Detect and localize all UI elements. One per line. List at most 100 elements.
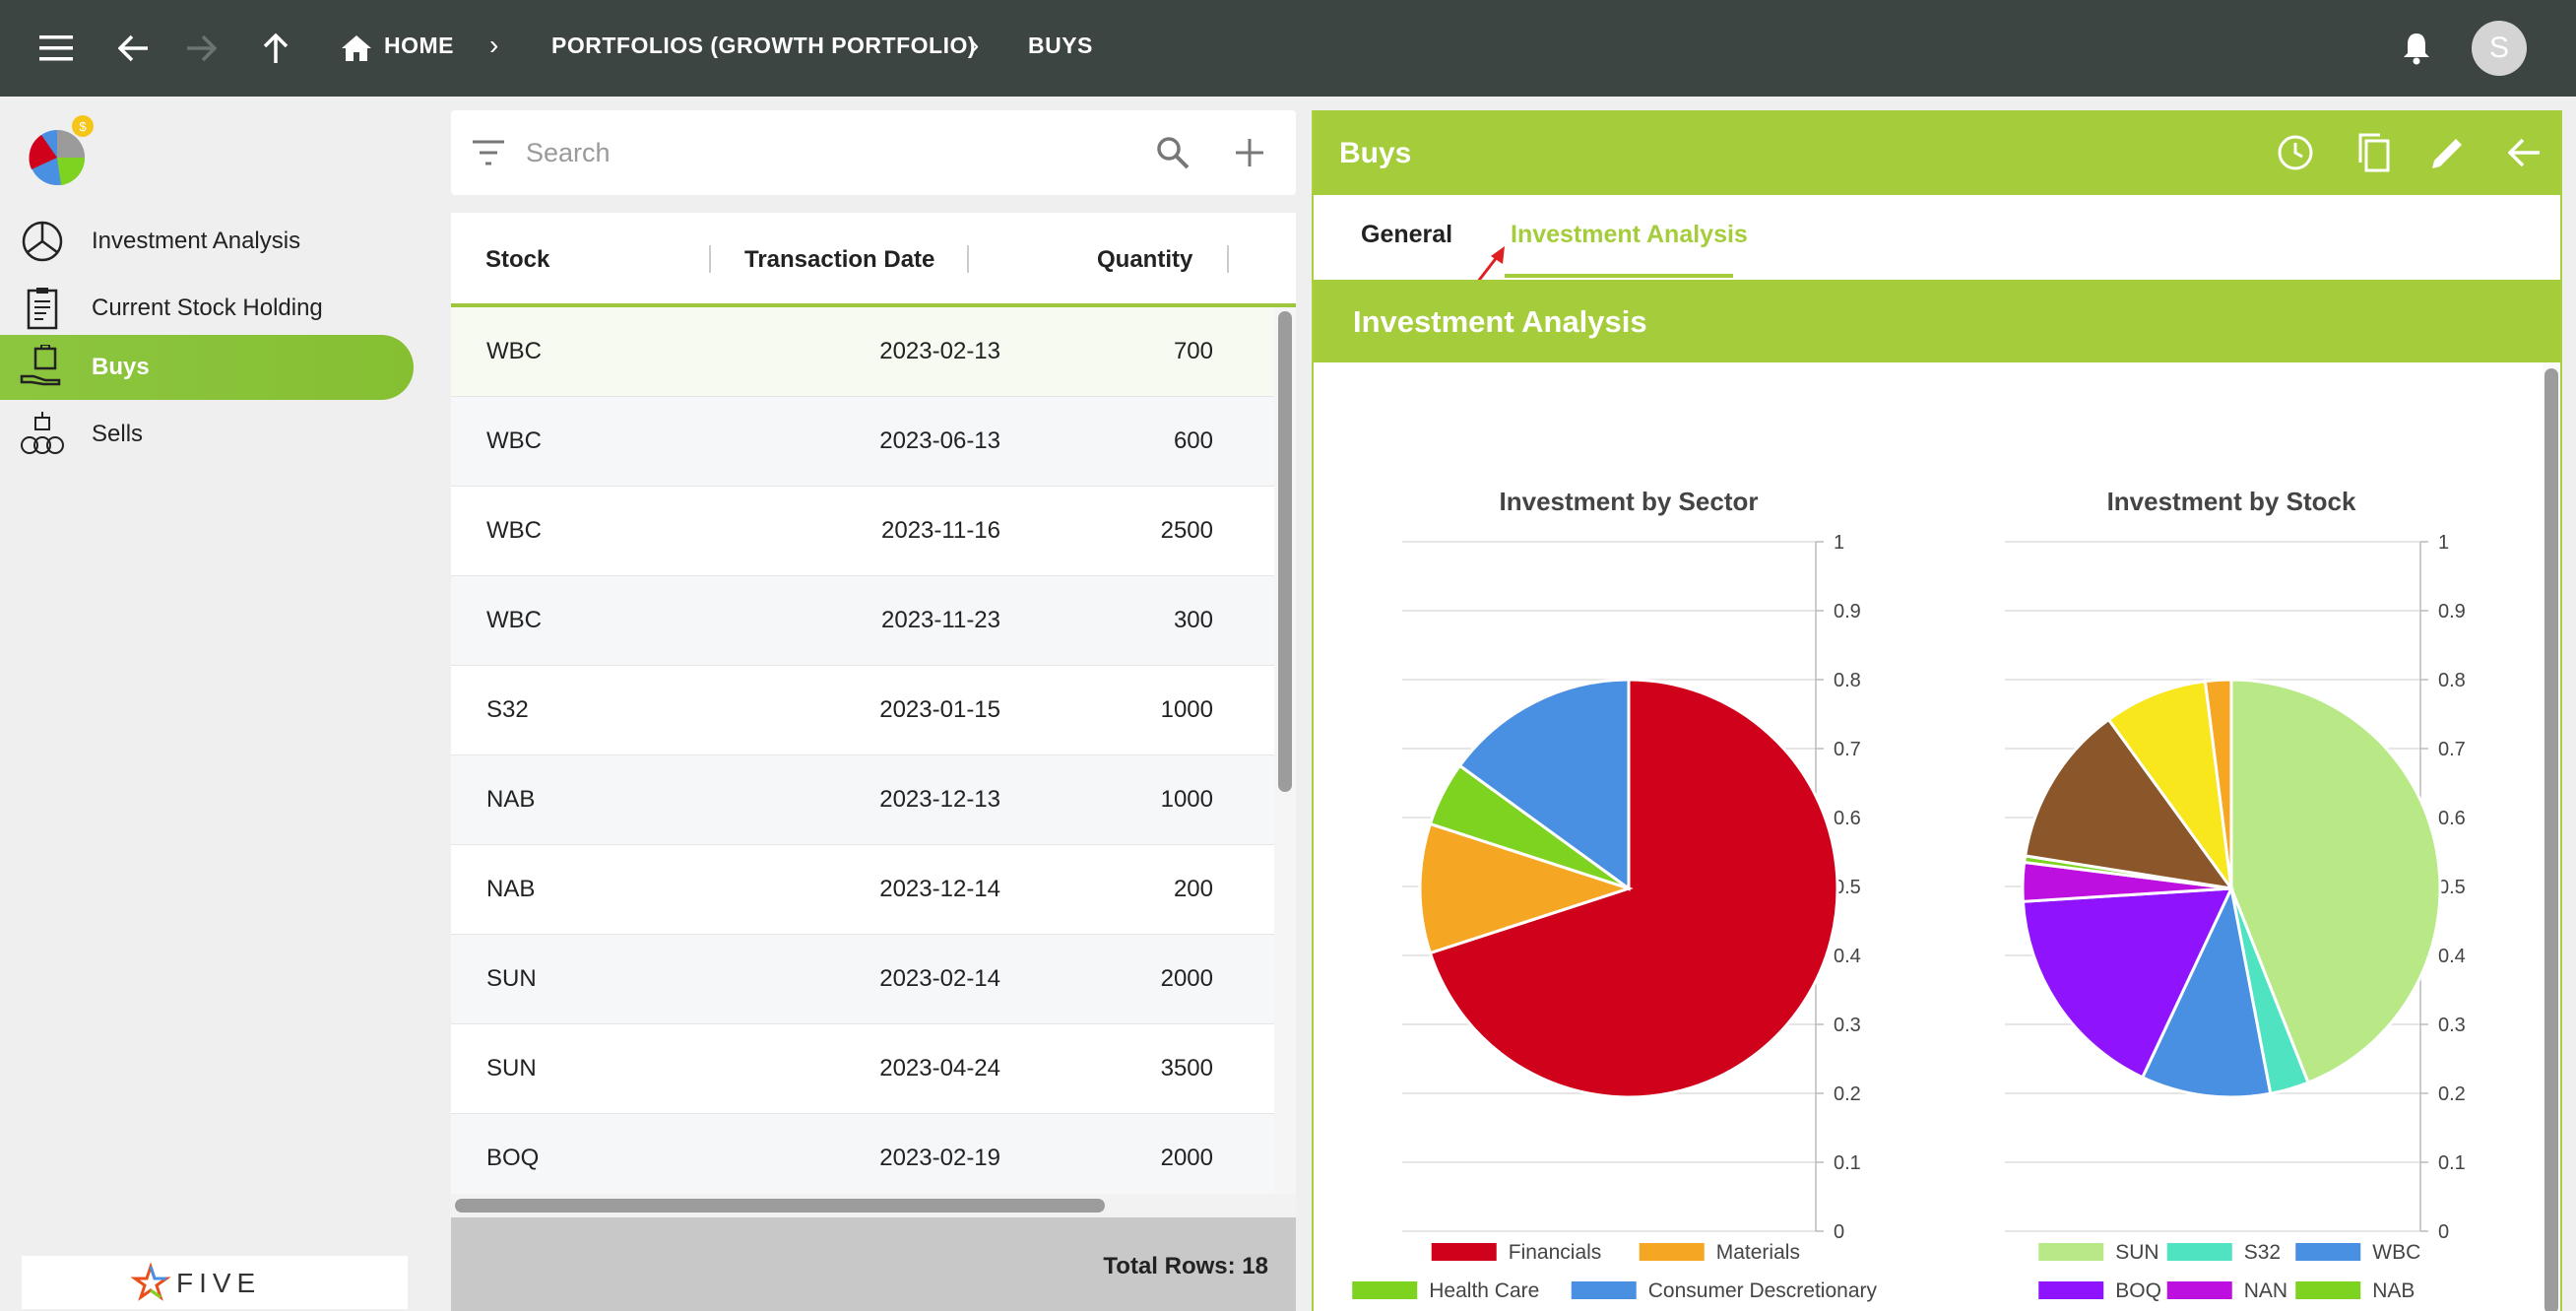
legend-swatch[interactable] [1352,1281,1418,1299]
search-input[interactable] [526,130,1097,175]
column-divider[interactable] [1227,245,1229,273]
legend-swatch[interactable] [2166,1243,2232,1261]
table-row[interactable]: NAB 2023-12-13 1000 [451,755,1274,845]
legend-swatch[interactable] [2166,1281,2232,1299]
sidebar-item-investment-analysis[interactable]: Investment Analysis [0,209,414,274]
cell-transaction-date: 2023-01-15 [879,696,1000,723]
history-icon[interactable] [2272,129,2319,176]
table-row[interactable]: SUN 2023-02-14 2000 [451,935,1274,1024]
legend-swatch[interactable] [2038,1281,2104,1299]
detail-scrollbar-thumb[interactable] [2544,368,2558,1311]
tick-label: 0.5 [1834,877,1861,898]
record-list: Stock Transaction Date Quantity WBC 2023-… [451,213,1296,1311]
table-row[interactable]: WBC 2023-11-23 300 [451,576,1274,666]
legend-item[interactable]: Consumer Descretionary [1648,1279,1878,1302]
chevron-right-icon: › [970,30,980,60]
active-tab-indicator [1505,274,1733,278]
pie-slice-materials[interactable] [1418,821,1634,955]
bell-icon[interactable] [2393,25,2440,72]
pie-slice-fmg[interactable] [2106,679,2233,889]
table-row[interactable]: BOQ 2023-02-19 2000 [451,1114,1274,1204]
cell-quantity: 200 [1173,876,1213,902]
sidebar-item-label: Investment Analysis [92,228,301,254]
sidebar-item-label: Sells [92,421,144,447]
pie-slice-boq[interactable] [2021,886,2234,1080]
pie-slice-csl[interactable] [2203,678,2233,889]
section-header: Investment Analysis [1314,280,2560,362]
table-row[interactable]: NAB 2023-12-14 200 [451,845,1274,935]
legend-item[interactable]: BOQ [2115,1279,2161,1302]
horizontal-scrollbar-thumb[interactable] [455,1199,1105,1213]
menu-icon[interactable] [32,25,80,72]
pie-slice-sun[interactable] [2229,678,2442,1085]
legend-swatch[interactable] [1571,1281,1637,1299]
table-row[interactable]: WBC 2023-11-16 2500 [451,487,1274,576]
search-icon[interactable] [1156,136,1190,169]
table-row[interactable]: S32 2023-01-15 1000 [451,666,1274,755]
cell-quantity: 600 [1173,427,1213,454]
breadcrumb-buys: BUYS [1028,33,1093,58]
add-icon[interactable] [1235,138,1264,167]
column-divider[interactable] [709,245,711,273]
vertical-scrollbar-thumb[interactable] [1278,311,1292,792]
legend-swatch[interactable] [1431,1243,1497,1261]
chart-title: Investment by Stock [2107,487,2356,516]
edit-pencil-icon[interactable] [2424,129,2472,176]
legend-item[interactable]: NAN [2244,1279,2287,1302]
pie-slice-financials[interactable] [1428,678,1839,1099]
app-logo: $ [22,108,106,193]
clipboard-chart-icon [27,288,58,330]
back-arrow-icon[interactable] [2501,129,2548,176]
pie-slice-tah[interactable] [2023,717,2235,891]
legend-item[interactable]: Financials [1509,1241,1602,1264]
forward-arrow-icon[interactable] [177,25,225,72]
legend-item[interactable]: NAB [2372,1279,2415,1302]
column-header-transaction-date[interactable]: Transaction Date [744,246,935,273]
avatar[interactable]: S [2472,21,2527,76]
coins-icon [21,412,64,454]
sidebar: $ Investment Analysis Current Stock Hold… [0,97,433,1311]
home-icon[interactable] [333,25,380,72]
cell-transaction-date: 2023-02-19 [879,1145,1000,1171]
cell-quantity: 2500 [1160,517,1213,544]
breadcrumb-home[interactable]: HOME [384,33,454,58]
pie-slice-consumer-descretionary[interactable] [1457,678,1631,891]
cell-transaction-date: 2023-04-24 [879,1055,1000,1082]
legend-swatch[interactable] [2295,1243,2361,1261]
legend-item[interactable]: SUN [2115,1241,2158,1264]
tick-label: 0.5 [2438,877,2466,898]
table-row[interactable]: WBC 2023-02-13 700 [451,307,1274,397]
legend-item[interactable]: WBC [2372,1241,2420,1264]
legend-item[interactable]: Health Care [1429,1279,1539,1302]
cell-stock: NAB [486,786,536,813]
breadcrumb-portfolios[interactable]: PORTFOLIOS (GROWTH PORTFOLIO) [551,33,977,58]
sidebar-item-label: Buys [92,354,150,380]
tab-investment-analysis[interactable]: Investment Analysis [1511,221,1748,248]
legend-swatch[interactable] [2038,1243,2104,1261]
column-divider[interactable] [967,245,969,273]
column-header-stock[interactable]: Stock [485,246,550,273]
tab-general[interactable]: General [1361,221,1453,248]
list-footer: Total Rows: 18 [451,1217,1296,1311]
pie-slice-wbc[interactable] [2140,884,2273,1099]
tick-label: 0.9 [1834,601,1861,623]
legend-swatch[interactable] [1639,1243,1705,1261]
cell-transaction-date: 2023-02-14 [879,965,1000,992]
tick-label: 0.4 [1834,946,1861,967]
legend-item[interactable]: S32 [2244,1241,2281,1264]
table-row[interactable]: SUN 2023-04-24 3500 [451,1024,1274,1114]
filter-icon[interactable] [473,140,504,165]
sidebar-item-current-stock-holding[interactable]: Current Stock Holding [0,276,414,341]
table-row[interactable]: WBC 2023-06-13 600 [451,397,1274,487]
copy-icon[interactable] [2350,129,2397,176]
column-header-quantity[interactable]: Quantity [1097,246,1193,273]
sidebar-item-buys[interactable]: Buys [0,335,414,400]
cell-quantity: 2000 [1160,1145,1213,1171]
back-arrow-icon[interactable] [110,25,158,72]
up-arrow-icon[interactable] [252,25,299,72]
top-bar: HOME › PORTFOLIOS (GROWTH PORTFOLIO) › B… [0,0,2576,97]
legend-swatch[interactable] [2295,1281,2361,1299]
legend-item[interactable]: Materials [1716,1241,1800,1264]
chevron-right-icon: › [489,30,499,60]
sidebar-item-sells[interactable]: Sells [0,402,414,467]
